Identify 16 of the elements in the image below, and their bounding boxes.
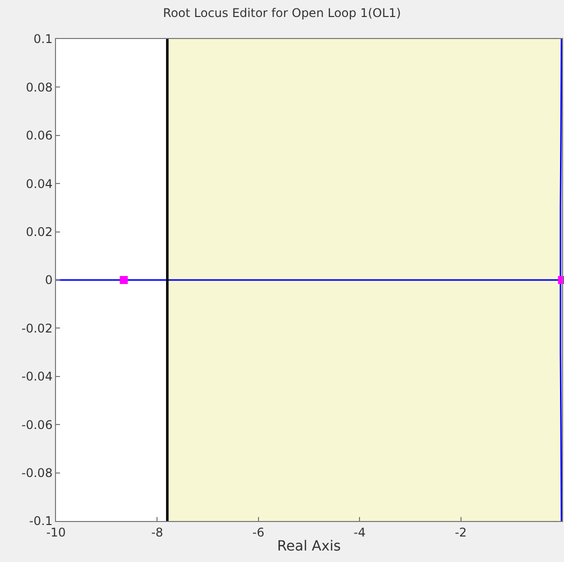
y-tick-label: 0.1 xyxy=(34,32,53,46)
x-tick-label: -8 xyxy=(151,525,164,540)
y-tick-label: 0.04 xyxy=(26,176,53,191)
y-tick-label: 0.08 xyxy=(26,80,53,94)
y-tick-label: -0.06 xyxy=(22,418,53,432)
y-tick-label: 0 xyxy=(44,273,53,288)
x-tick-label: -2 xyxy=(454,525,467,540)
y-tick-label: 0.06 xyxy=(26,128,53,143)
x-tick-label: -4 xyxy=(354,525,366,540)
y-tick-label: 0.02 xyxy=(26,225,53,239)
y-tick-label: -0.02 xyxy=(22,321,53,336)
y-tick-label: -0.04 xyxy=(22,370,53,384)
y-tick-label: -0.08 xyxy=(22,466,53,480)
chart-title: Root Locus Editor for Open Loop 1(OL1) xyxy=(163,6,401,20)
x-axis-title: Real Axis xyxy=(277,538,341,555)
x-tick-label: -6 xyxy=(252,525,264,540)
